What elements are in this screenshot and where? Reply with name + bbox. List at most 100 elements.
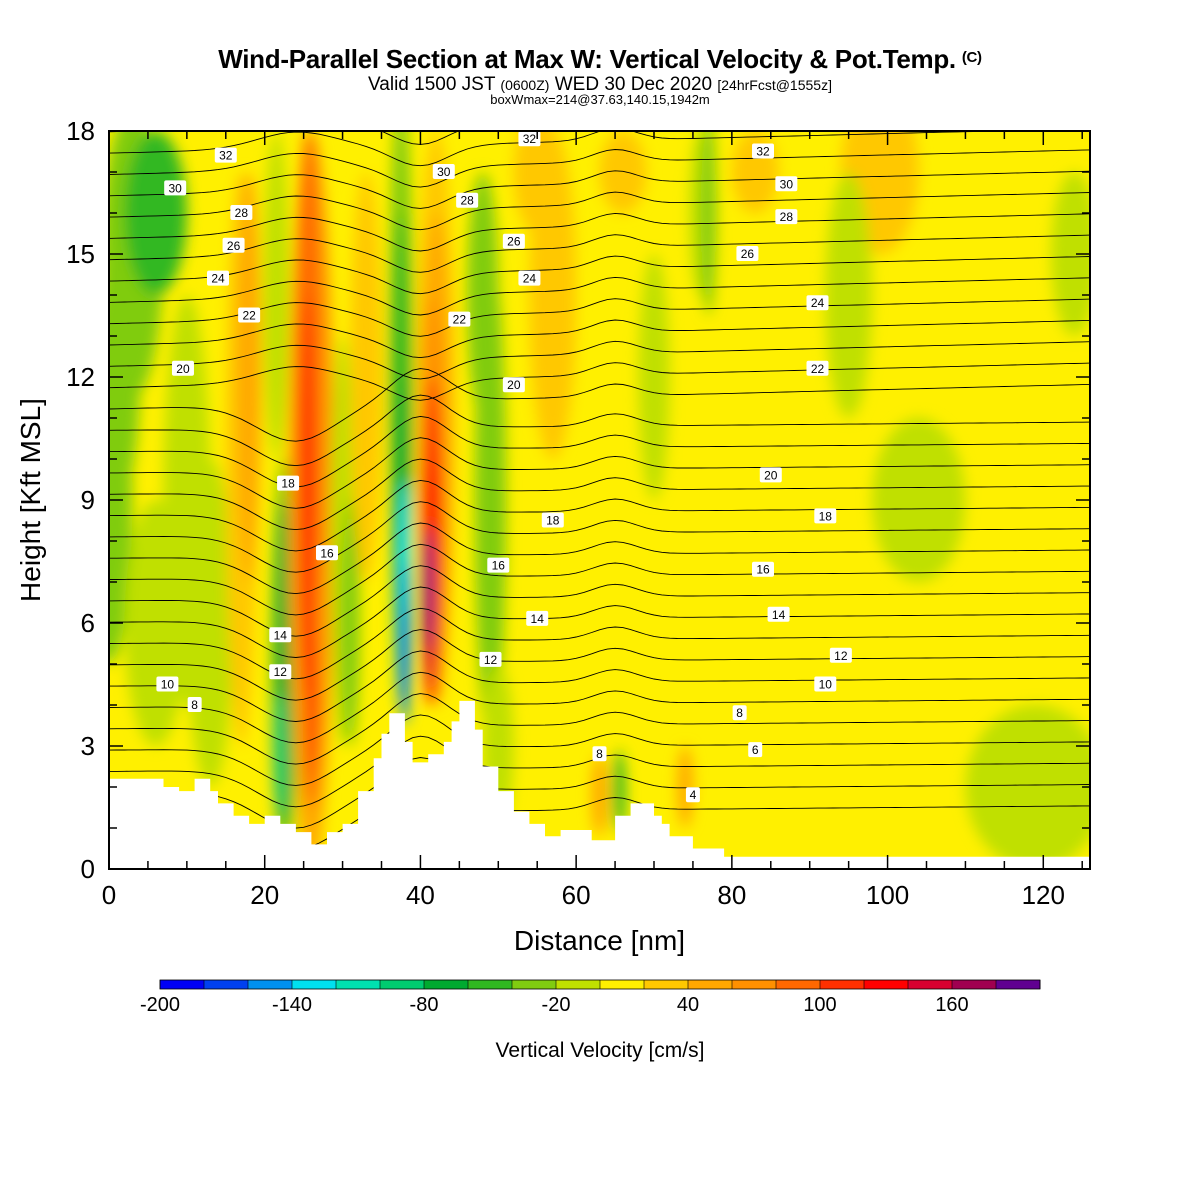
velocity-blob xyxy=(638,254,670,500)
contour-label: 22 xyxy=(448,311,471,327)
colorbar-swatch xyxy=(248,980,293,989)
theta-contour xyxy=(109,170,1090,209)
contour-label-box xyxy=(214,147,237,163)
contour-label-text: 14 xyxy=(531,612,545,626)
theta-contour xyxy=(109,340,1090,380)
colorbar: -200 -140 -80 -20 40 100 160 Vertical Velocity … xyxy=(140,979,1041,1062)
contour-label-text: 4 xyxy=(690,788,697,802)
theta-contour xyxy=(109,362,1090,401)
colorbar-swatch xyxy=(996,980,1041,989)
velocity-blob xyxy=(237,172,261,582)
contour-label-box xyxy=(269,664,292,680)
contour-label: 16 xyxy=(487,557,510,573)
colorbar-swatch xyxy=(952,980,997,989)
contour-label: 8 xyxy=(732,705,747,721)
contour-label-text: 30 xyxy=(168,181,182,195)
y-tick-label: 0 xyxy=(81,854,95,884)
contour-label-box xyxy=(316,545,338,561)
velocity-blob xyxy=(274,692,287,816)
theta-contour xyxy=(109,394,1090,467)
theta-contour xyxy=(109,415,1090,488)
velocity-blob xyxy=(825,172,873,418)
theta-contour xyxy=(109,255,1090,295)
theta-contour xyxy=(109,212,1090,252)
colorbar-swatch xyxy=(204,980,249,989)
contour-label-text: 16 xyxy=(756,563,770,577)
contour-label-box xyxy=(775,176,798,192)
contour-label-text: 12 xyxy=(484,653,498,667)
colorbar-label: Vertical Velocity [cm/s] xyxy=(496,1039,705,1062)
contour-label-box xyxy=(732,705,747,721)
contour-label-text: 32 xyxy=(756,145,770,159)
contour-label-text: 22 xyxy=(811,362,825,376)
contour-label: 20 xyxy=(759,467,782,483)
contour-label: 24 xyxy=(207,270,229,286)
contour-label-text: 20 xyxy=(176,362,190,376)
x-tick-label: 40 xyxy=(406,880,435,910)
contour-label-text: 24 xyxy=(811,296,825,310)
colorbar-swatch xyxy=(512,980,557,989)
contour-label-text: 22 xyxy=(453,313,467,327)
contour-label-text: 10 xyxy=(161,678,175,692)
theta-contour xyxy=(109,276,1090,316)
chart-title: Wind-Parallel Section at Max W: Vertical… xyxy=(218,44,982,74)
contour-label-box xyxy=(269,627,292,643)
x-tick-label: 20 xyxy=(250,880,279,910)
colorbar-swatch xyxy=(688,980,733,989)
y-tick-label: 3 xyxy=(81,731,95,761)
contour-label-text: 18 xyxy=(819,509,833,523)
contour-label-text: 30 xyxy=(437,165,451,179)
colorbar-swatch xyxy=(600,980,645,989)
colorbar-swatch xyxy=(776,980,821,989)
y-tick-label: 15 xyxy=(66,239,95,269)
contour-label: 16 xyxy=(752,561,774,577)
colorbar-tick-label: 100 xyxy=(803,994,836,1016)
theta-contour xyxy=(109,368,1090,442)
contour-label-box xyxy=(207,270,229,286)
theta-contour xyxy=(109,714,1090,786)
contour-label: 6 xyxy=(748,742,763,758)
axis-ticks: 0 20 40 60 80 100 120 0 3 6 9 12 15 18 xyxy=(66,116,1090,910)
contour-label-text: 24 xyxy=(211,272,225,286)
terrain xyxy=(109,700,1090,869)
contour-label: 20 xyxy=(171,360,194,376)
velocity-blob xyxy=(612,750,626,833)
velocity-blob xyxy=(872,418,966,582)
y-tick-label: 9 xyxy=(81,485,95,515)
contour-label-box xyxy=(479,651,502,667)
potential-temperature-contours xyxy=(109,131,1090,850)
contour-label: 30 xyxy=(164,180,187,196)
contour-label-box xyxy=(526,610,549,626)
contour-label-box xyxy=(814,508,837,524)
theta-contour xyxy=(109,629,1090,701)
colorbar-swatch xyxy=(160,980,205,989)
contour-label-text: 20 xyxy=(507,378,521,392)
contour-label: 32 xyxy=(518,131,541,147)
contour-label: 22 xyxy=(806,360,829,376)
theta-contour xyxy=(109,501,1090,573)
velocity-blob xyxy=(700,131,717,316)
theta-contour xyxy=(109,479,1090,552)
contour-label-box xyxy=(685,787,700,803)
colorbar-tick-label: -140 xyxy=(272,994,312,1016)
velocity-blob xyxy=(263,131,289,459)
theta-contour xyxy=(109,650,1090,722)
theta-contour xyxy=(109,319,1090,359)
contour-label: 14 xyxy=(526,610,549,626)
colorbar-swatch xyxy=(908,980,953,989)
contour-label-box xyxy=(752,561,774,577)
contour-label-box xyxy=(814,676,837,692)
contour-label: 10 xyxy=(156,676,179,692)
contour-label-box xyxy=(767,606,790,622)
contour-label: 8 xyxy=(187,697,202,712)
colorbar-swatch xyxy=(424,980,469,989)
contour-label: 18 xyxy=(541,512,564,528)
contour-label: 12 xyxy=(269,664,292,680)
y-tick-label: 18 xyxy=(66,116,95,146)
colorbar-tick-label: -20 xyxy=(542,994,571,1016)
colorbar-swatch xyxy=(820,980,865,989)
contour-label-box xyxy=(238,307,261,323)
chart-subtitle: Valid 1500 JST (0600Z) WED 30 Dec 2020 [… xyxy=(368,74,832,95)
contour-label-box xyxy=(752,143,774,159)
